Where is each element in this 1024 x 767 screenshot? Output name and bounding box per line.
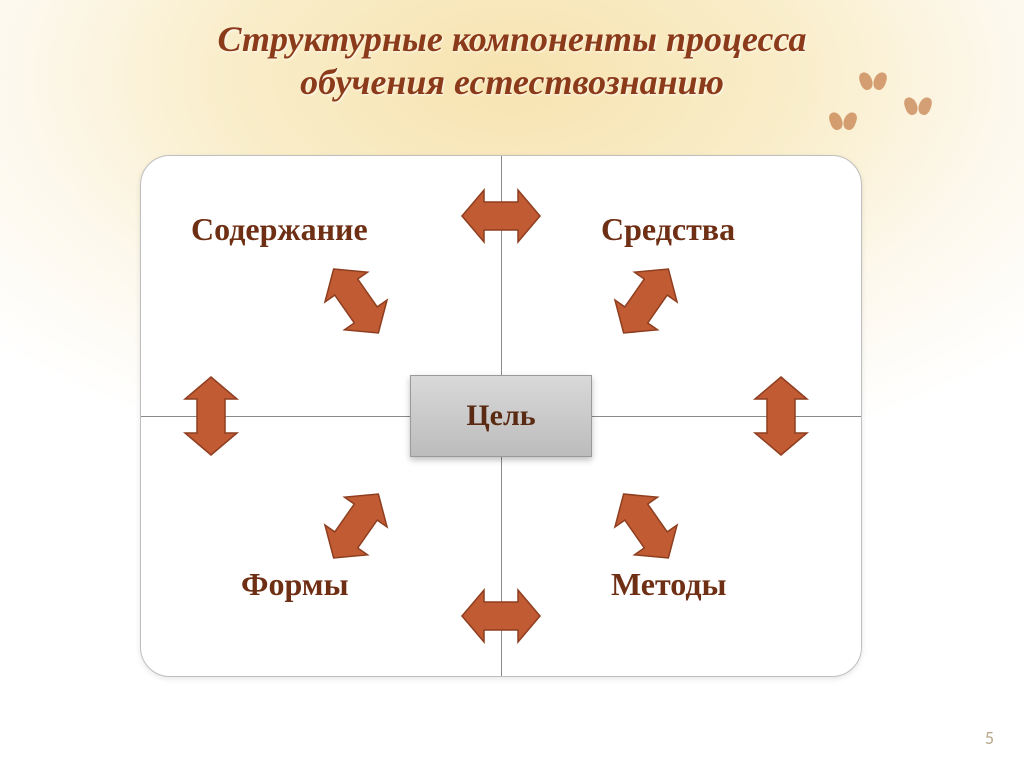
double-arrow-diag-top-right [602, 254, 689, 348]
title-line-2: обучения естествознанию [300, 62, 724, 102]
butterfly-icon [830, 110, 856, 132]
page-number: 5 [985, 727, 994, 749]
butterfly-icon [860, 70, 886, 92]
quadrant-label-top-right: Средства [601, 211, 735, 248]
center-goal-label: Цель [466, 399, 535, 433]
quadrant-label-top-left: Содержание [191, 211, 368, 248]
double-arrow-diag-bottom-right [602, 479, 689, 573]
butterfly-icon [905, 95, 931, 117]
center-goal-box: Цель [410, 375, 592, 457]
double-arrow-diag-bottom-left [312, 479, 399, 573]
slide: Структурные компоненты процесса обучения… [0, 0, 1024, 767]
title-line-1: Структурные компоненты процесса [217, 19, 806, 59]
diagram-panel: Содержание Средства Формы Методы Цель [140, 155, 862, 677]
double-arrow-diag-top-left [312, 254, 399, 348]
quadrant-label-bottom-left: Формы [241, 566, 349, 603]
quadrant-label-bottom-right: Методы [611, 566, 727, 603]
